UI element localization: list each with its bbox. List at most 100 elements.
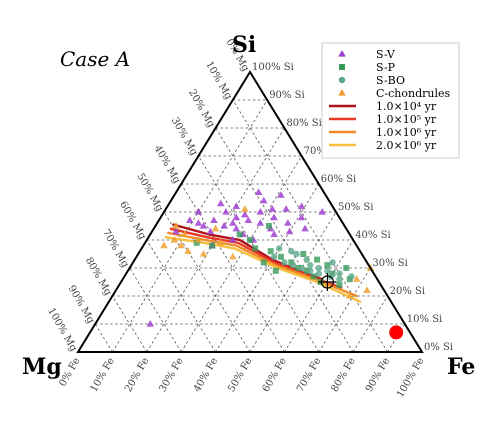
point-s-v [254, 188, 263, 195]
point-s-v [277, 191, 285, 198]
point-s-bo [336, 270, 343, 277]
point-s-bo [315, 270, 322, 277]
grid-line-mg [129, 267, 182, 353]
point-s-bo [270, 253, 278, 260]
point-s-v [172, 227, 180, 235]
tick-label-mg: 80% Mg [83, 256, 114, 298]
point-s-v [222, 208, 230, 215]
point-s-v [268, 205, 277, 212]
tick-label-fe: 90% Fe [364, 356, 392, 394]
point-c-chondrules [177, 241, 185, 249]
corner-label-mg: Mg [22, 354, 62, 380]
legend-box [321, 42, 460, 159]
point-s-p [252, 245, 259, 252]
point-s-v [244, 216, 253, 223]
point-s-v [210, 216, 218, 223]
point-s-p [300, 251, 307, 257]
legend-marker [339, 64, 345, 70]
point-s-bo [298, 264, 305, 272]
legend-marker [338, 50, 346, 57]
point-s-p [343, 265, 350, 271]
grid-line-mg [112, 295, 148, 353]
point-s-p [314, 256, 321, 263]
point-c-chondrules [170, 236, 179, 243]
legend-label: S-BO [376, 74, 405, 87]
point-s-p [260, 259, 267, 266]
point-s-bo [315, 264, 322, 272]
point-s-v [194, 219, 203, 226]
point-s-p [193, 239, 200, 246]
point-s-bo [336, 276, 343, 283]
point-s-v [229, 236, 237, 243]
corner-label-fe: Fe [447, 354, 475, 380]
point-s-p [303, 267, 310, 274]
case-label: Case A [60, 47, 130, 71]
tick-label-si: 70% Si [304, 146, 339, 157]
point-s-v [297, 213, 306, 221]
point-s-bo [307, 267, 314, 274]
point-c-chondrules [160, 241, 168, 249]
point-s-v [232, 202, 241, 209]
legend-marker [338, 89, 346, 96]
tick-label-fe: 70% Fe [295, 356, 323, 394]
tick-label-si: 30% Si [372, 258, 407, 269]
point-c-chondrules [345, 292, 354, 299]
tick-label-mg: 30% Mg [169, 116, 200, 158]
point-s-p [209, 242, 216, 249]
point-s-v [301, 224, 309, 232]
legend-label: S-P [376, 61, 396, 74]
point-c-chondrules [241, 205, 249, 212]
grid [94, 99, 406, 353]
tick-label-mg: 10% Mg [203, 60, 234, 102]
point-c-chondrules [216, 238, 225, 246]
point-s-p [277, 253, 284, 260]
grid-line-mg [94, 323, 113, 353]
point-s-v [297, 202, 306, 209]
grid-line-fe [112, 99, 268, 353]
point-s-p [324, 262, 331, 269]
point-s-bo [288, 248, 295, 255]
tick-label-si: 20% Si [390, 286, 425, 297]
point-s-p [288, 259, 295, 266]
tick-label-mg: 20% Mg [186, 88, 217, 130]
point-s-bo [276, 245, 283, 252]
legend-label: 1.0×10⁵ yr [376, 113, 437, 126]
point-s-p [247, 237, 253, 243]
tick-label-fe: 60% Fe [261, 356, 289, 394]
point-s-v [194, 208, 203, 215]
grid-line-fe [249, 211, 337, 353]
tick-label-fe: 10% Fe [89, 356, 117, 394]
point-c-chondrules [184, 247, 192, 254]
tick-label-si: 60% Si [321, 174, 356, 185]
point-s-v [232, 213, 241, 221]
point-s-v [285, 227, 294, 235]
tick-label-fe: 40% Fe [192, 356, 220, 394]
point-s-p [310, 273, 317, 280]
tick-label-mg: 60% Mg [117, 200, 148, 242]
data-points [146, 188, 375, 327]
point-s-bo [289, 262, 297, 269]
point-c-chondrules [363, 286, 371, 293]
tick-label-fe: 100% Fe [395, 356, 427, 400]
point-s-v [256, 219, 265, 226]
point-s-p [236, 231, 243, 238]
red-dot-marker [389, 325, 404, 340]
legend-label: 2.0×10⁶ yr [376, 139, 437, 152]
grid-line-fe [352, 295, 388, 353]
point-s-v [256, 208, 265, 215]
point-s-p [272, 267, 279, 274]
tick-label-si: 50% Si [338, 202, 373, 213]
point-s-v [220, 222, 228, 229]
triangle-frame [76, 70, 424, 353]
point-c-chondrules [229, 252, 237, 260]
tick-label-fe: 50% Fe [226, 356, 254, 394]
point-s-bo [324, 267, 331, 274]
tick-label-mg: 100% Mg [45, 306, 79, 354]
tick-label-si: 10% Si [407, 314, 442, 325]
point-s-p [265, 223, 272, 229]
tick-label-fe: 80% Fe [329, 356, 357, 394]
point-s-v [282, 205, 290, 212]
point-s-bo [307, 262, 314, 269]
tick-label-si: 90% Si [269, 90, 304, 101]
point-s-v [318, 208, 327, 215]
